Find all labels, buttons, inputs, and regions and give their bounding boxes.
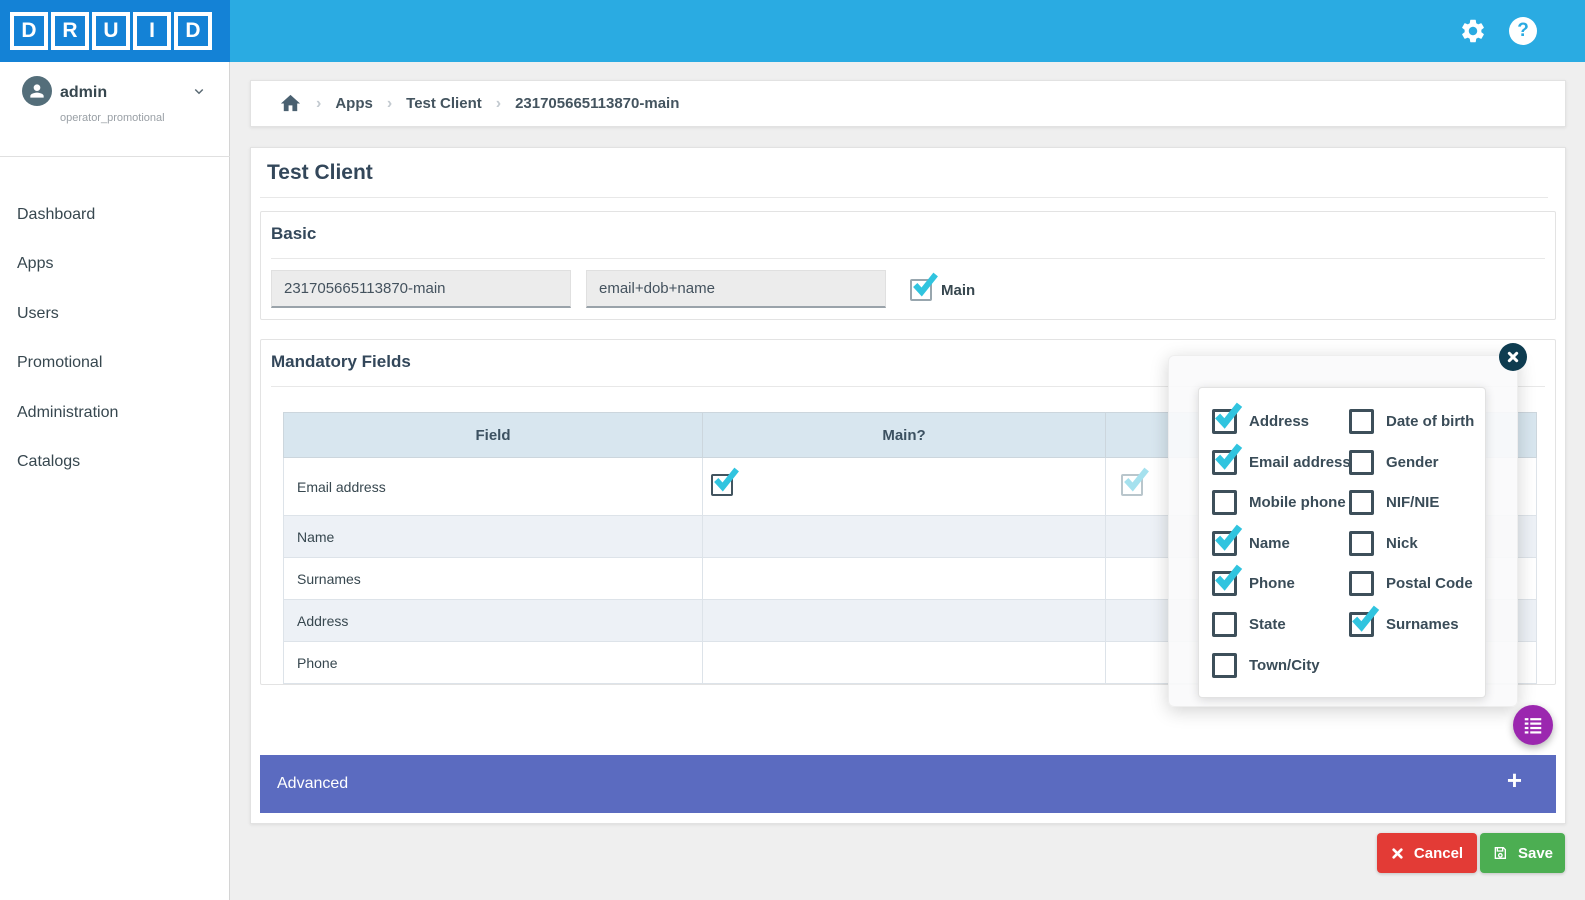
x-icon — [1391, 847, 1404, 860]
logo-letter: D — [174, 12, 212, 50]
surnames-checkbox[interactable] — [1349, 605, 1380, 637]
picker-item-state: State — [1212, 612, 1286, 637]
mandatory-fields-title: Mandatory Fields — [271, 352, 411, 371]
close-icon[interactable] — [1499, 343, 1527, 371]
field-cell: Surnames — [283, 557, 703, 600]
picker-item-name: Name — [1212, 524, 1290, 556]
email-address-checkbox[interactable] — [1212, 443, 1243, 475]
top-header: D R U I D ? — [0, 0, 1585, 62]
field-list-fab[interactable] — [1513, 705, 1553, 745]
basic-section: Basic Main — [260, 211, 1556, 320]
divider — [271, 258, 1545, 259]
postal-code-checkbox[interactable] — [1349, 571, 1374, 596]
save-icon — [1492, 845, 1508, 861]
nif-nie-checkbox[interactable] — [1349, 490, 1374, 515]
picker-item-mobile-phone: Mobile phone — [1212, 490, 1346, 515]
field-cell: Email address — [283, 457, 703, 516]
picker-item-postal-code: Postal Code — [1349, 571, 1473, 596]
breadcrumb-separator: › — [316, 94, 322, 112]
field-cell: Name — [283, 515, 703, 558]
town-city-checkbox[interactable] — [1212, 653, 1237, 678]
picker-item-phone: Phone — [1212, 564, 1295, 596]
main-field-checkbox[interactable] — [711, 467, 739, 496]
address-checkbox[interactable] — [1212, 402, 1243, 434]
field-picker-panel: Address Email address Mobile phone Name … — [1198, 387, 1486, 698]
gender-checkbox[interactable] — [1349, 450, 1374, 475]
sidebar-divider — [0, 156, 230, 157]
picker-item-address: Address — [1212, 402, 1309, 434]
picker-item-gender: Gender — [1349, 450, 1439, 475]
picker-item-surnames: Surnames — [1349, 605, 1459, 637]
sidebar-nav: Dashboard Apps Users Promotional Adminis… — [0, 190, 229, 487]
divider — [260, 197, 1548, 198]
divider — [271, 386, 1545, 387]
sidebar-item-dashboard[interactable]: Dashboard — [17, 205, 96, 223]
plus-icon[interactable]: + — [1506, 765, 1522, 795]
page-title: Test Client — [267, 161, 373, 184]
picker-item-nick: Nick — [1349, 531, 1418, 556]
client-name-input[interactable] — [586, 270, 886, 308]
breadcrumb-apps[interactable]: Apps — [335, 95, 373, 112]
breadcrumb-test-client[interactable]: Test Client — [406, 95, 482, 112]
home-icon[interactable] — [279, 92, 302, 115]
state-checkbox[interactable] — [1212, 612, 1237, 637]
save-button[interactable]: Save — [1480, 833, 1565, 873]
breadcrumb-separator: › — [386, 94, 393, 112]
sidebar-item-users[interactable]: Users — [17, 304, 59, 322]
main-checkbox[interactable] — [910, 272, 938, 301]
sidebar-item-administration[interactable]: Administration — [17, 403, 119, 421]
chevron-down-icon[interactable] — [190, 82, 208, 100]
column-header-main: Main? — [702, 412, 1106, 458]
breadcrumb-current: 231705665113870-main — [515, 95, 680, 112]
name-checkbox[interactable] — [1212, 524, 1243, 556]
cancel-button[interactable]: Cancel — [1377, 833, 1477, 873]
picker-item-email-address: Email address — [1212, 443, 1351, 475]
gear-icon[interactable] — [1459, 17, 1487, 45]
user-name: admin — [60, 84, 108, 101]
avatar — [22, 76, 52, 106]
logo-letter: R — [51, 12, 89, 50]
basic-section-title: Basic — [271, 224, 317, 243]
help-icon[interactable]: ? — [1509, 17, 1537, 45]
field-cell: Phone — [283, 641, 703, 684]
advanced-section-toggle[interactable]: Advanced + — [260, 755, 1556, 813]
main-checkbox-group: Main — [910, 272, 976, 301]
extra-field-checkbox — [1121, 467, 1149, 496]
user-role: operator_promotional — [60, 112, 165, 124]
picker-item-town-city: Town/City — [1212, 653, 1320, 678]
sidebar-item-catalogs[interactable]: Catalogs — [17, 453, 81, 471]
date-of-birth-checkbox[interactable] — [1349, 409, 1374, 434]
logo-letter: D — [10, 12, 48, 50]
logo-letter: U — [92, 12, 130, 50]
field-cell: Address — [283, 599, 703, 642]
sidebar-item-apps[interactable]: Apps — [17, 255, 54, 273]
list-icon — [1522, 714, 1544, 736]
sidebar-item-promotional[interactable]: Promotional — [17, 354, 103, 372]
main-checkbox-label: Main — [941, 281, 976, 299]
breadcrumb-separator: › — [495, 94, 502, 112]
breadcrumb: › Apps › Test Client › 231705665113870-m… — [250, 80, 1566, 127]
advanced-section-label: Advanced — [277, 775, 349, 792]
client-id-input[interactable] — [271, 270, 571, 308]
logo-letter: I — [133, 12, 171, 50]
sidebar: admin operator_promotional Dashboard App… — [0, 62, 230, 900]
picker-item-nif-nie: NIF/NIE — [1349, 490, 1439, 515]
nick-checkbox[interactable] — [1349, 531, 1374, 556]
druid-logo: D R U I D — [0, 0, 230, 62]
mobile-phone-checkbox[interactable] — [1212, 490, 1237, 515]
picker-item-date-of-birth: Date of birth — [1349, 409, 1474, 434]
column-header-field: Field — [283, 412, 703, 458]
phone-checkbox[interactable] — [1212, 564, 1243, 596]
